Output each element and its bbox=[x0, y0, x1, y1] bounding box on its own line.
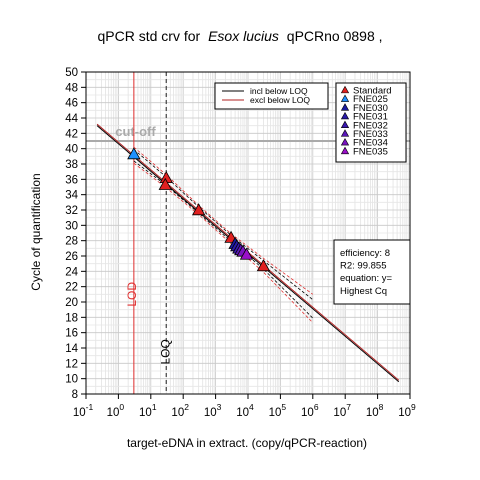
x-tick-label: 101 bbox=[139, 402, 157, 419]
series-standard bbox=[158, 170, 271, 272]
y-tick-label: 28 bbox=[65, 236, 78, 248]
x-tick-label: 108 bbox=[366, 402, 384, 419]
point-legend-box bbox=[335, 82, 407, 163]
legend-point-swatch bbox=[340, 137, 350, 146]
x-tick-label: 102 bbox=[171, 402, 189, 419]
x-axis-label: target-eDNA in extract. (copy/qPCR-react… bbox=[127, 436, 367, 450]
x-tick-label: 104 bbox=[236, 402, 254, 419]
data-point bbox=[127, 147, 141, 160]
x-tick-label: 100 bbox=[107, 402, 125, 419]
y-tick-label: 20 bbox=[65, 297, 78, 309]
data-point bbox=[191, 203, 206, 216]
legend-point-swatch bbox=[340, 120, 350, 128]
title-species: Esox lucius bbox=[208, 28, 279, 44]
y-tick-label: 50 bbox=[65, 67, 78, 79]
x-tick-label: 10-1 bbox=[73, 402, 94, 419]
y-tick-label: 14 bbox=[65, 343, 78, 355]
y-tick-label: 40 bbox=[65, 144, 78, 156]
series-fne035 bbox=[239, 247, 254, 260]
stats-line: equation: y= bbox=[340, 273, 392, 284]
y-tick-label: 18 bbox=[65, 312, 78, 324]
line-legend-box bbox=[214, 82, 329, 110]
y-tick-label: 16 bbox=[65, 328, 78, 340]
title-prefix: qPCR std crv for bbox=[97, 28, 200, 44]
legend-point-label: FNE025 bbox=[353, 94, 388, 105]
y-tick-label: 38 bbox=[65, 159, 78, 171]
y-tick-label: 22 bbox=[65, 282, 78, 294]
legend-point-label: FNE033 bbox=[353, 129, 388, 140]
stats-line: efficiency: 8 bbox=[340, 248, 390, 259]
y-tick-label: 30 bbox=[65, 220, 78, 232]
legend-point-label: FNE030 bbox=[353, 103, 388, 114]
legend-point-swatch bbox=[340, 103, 350, 111]
stats-box bbox=[333, 239, 411, 305]
legend-line-label: excl below LOQ bbox=[250, 95, 310, 105]
x-tick-label: 107 bbox=[333, 402, 351, 419]
legend-point-label: FNE032 bbox=[353, 120, 388, 131]
y-tick-label: 44 bbox=[65, 113, 78, 125]
legend-point-label: FNE034 bbox=[353, 138, 388, 149]
loq-label: LOQ bbox=[158, 339, 172, 364]
data-point bbox=[256, 259, 271, 272]
y-tick-label: 24 bbox=[65, 266, 78, 278]
series-fne025 bbox=[127, 147, 141, 160]
band-excl-upper bbox=[133, 146, 314, 295]
y-tick-label: 10 bbox=[65, 374, 78, 386]
legend-point-label: FNE035 bbox=[353, 146, 388, 157]
plot-area: cut-off LOD LOQ 8 10 12 14 16 18 20 22 24 26 28 30 32 34… bbox=[65, 67, 416, 419]
y-tick-label: 46 bbox=[65, 98, 78, 110]
band-incl-upper bbox=[133, 149, 314, 301]
legend-point-swatch bbox=[340, 129, 350, 137]
stats-line: Highest Cq bbox=[340, 286, 387, 297]
legend-point-swatch bbox=[340, 146, 350, 155]
y-tick-label: 42 bbox=[65, 128, 78, 140]
y-tick-label: 12 bbox=[65, 358, 78, 370]
y-axis-label: Cycle of quantification bbox=[29, 173, 43, 290]
lod-label: LOD bbox=[125, 282, 139, 307]
x-tick-label: 105 bbox=[269, 402, 287, 419]
data-point bbox=[158, 177, 172, 190]
y-tick-label: 26 bbox=[65, 251, 78, 263]
y-tick-label: 36 bbox=[65, 174, 78, 186]
cutoff-label: cut-off bbox=[115, 124, 156, 139]
legend-point-swatch bbox=[340, 111, 350, 120]
legend-point-swatch bbox=[340, 85, 350, 94]
legend-point-label: Standard bbox=[353, 86, 392, 97]
stats-line: R2: 99.855 bbox=[340, 261, 386, 272]
title-suffix: qPCRno 0898 , bbox=[287, 28, 383, 44]
y-tick-label: 48 bbox=[65, 82, 78, 94]
data-point bbox=[239, 247, 254, 260]
x-tick-label: 109 bbox=[398, 402, 416, 419]
legend-line-label: incl below LOQ bbox=[250, 86, 308, 96]
y-tick-label: 32 bbox=[65, 205, 78, 217]
legend-point-label: FNE031 bbox=[353, 112, 388, 123]
x-tick-label: 103 bbox=[204, 402, 222, 419]
band-excl-lower bbox=[133, 162, 314, 323]
chart-title: qPCR std crv for Esox lucius qPCRno 0898… bbox=[97, 28, 382, 44]
y-tick-label: 34 bbox=[65, 190, 78, 202]
x-tick-label: 106 bbox=[301, 402, 319, 419]
y-tick-label: 8 bbox=[72, 389, 78, 401]
band-incl-lower bbox=[133, 160, 314, 319]
legend-point-swatch bbox=[340, 94, 350, 102]
